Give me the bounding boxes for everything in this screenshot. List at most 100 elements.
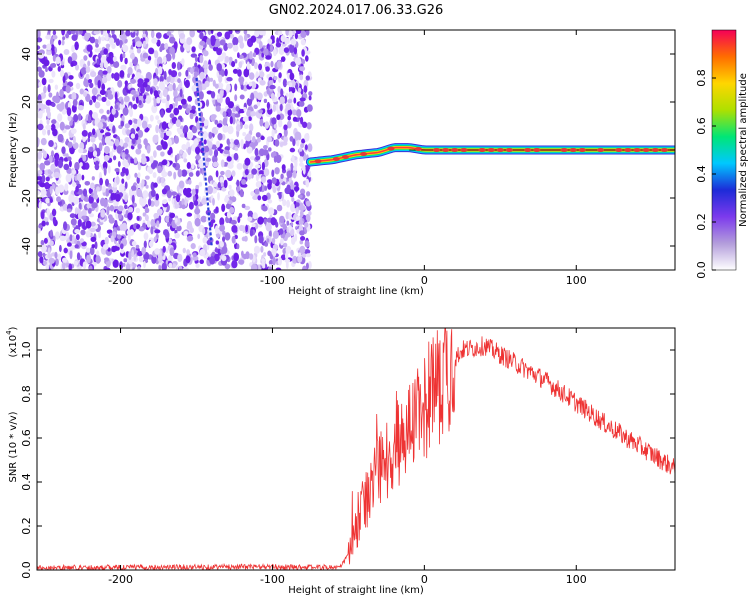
- noise-dot: [240, 139, 244, 148]
- noise-dot: [287, 109, 293, 116]
- noise-dot: [276, 204, 283, 212]
- noise-dot: [99, 177, 103, 186]
- noise-dot: [166, 31, 172, 36]
- noise-dot: [52, 183, 55, 190]
- noise-dot: [298, 202, 304, 209]
- noise-dot: [308, 170, 312, 178]
- noise-dot: [70, 218, 77, 226]
- noise-dot: [248, 72, 255, 80]
- colorbar-tick-label: 0.2: [695, 213, 708, 231]
- noise-dot: [272, 248, 277, 257]
- noise-dot: [303, 85, 308, 93]
- noise-dot: [150, 225, 154, 235]
- noise-dot: [46, 43, 52, 51]
- noise-dot: [270, 217, 277, 226]
- noise-dot: [290, 222, 294, 227]
- noise-dot: [142, 190, 149, 199]
- noise-dot: [278, 228, 284, 235]
- noise-dot: [169, 36, 176, 44]
- noise-dot: [143, 261, 146, 269]
- noise-dot: [278, 192, 282, 200]
- noise-dot: [182, 267, 189, 270]
- noise-dot: [37, 123, 44, 131]
- noise-dot: [167, 170, 173, 177]
- noise-dot: [100, 36, 106, 42]
- noise-dot: [162, 55, 167, 65]
- x-tick-label: -200: [108, 573, 133, 586]
- noise-dot: [210, 114, 217, 119]
- noise-dot: [243, 106, 247, 112]
- noise-dot: [48, 140, 54, 147]
- noise-dot: [294, 32, 298, 40]
- noise-dot: [207, 185, 213, 195]
- noise-dot: [121, 152, 125, 161]
- noise-dot: [130, 133, 135, 139]
- noise-dot: [237, 216, 241, 224]
- noise-dot: [133, 118, 138, 125]
- noise-dot: [288, 82, 293, 88]
- noise-dot: [137, 250, 143, 257]
- noise-dot: [217, 82, 224, 89]
- noise-dot: [55, 186, 60, 196]
- noise-dot: [99, 108, 104, 114]
- noise-dot: [86, 254, 90, 264]
- noise-dot: [125, 263, 131, 270]
- noise-dot: [106, 109, 110, 115]
- noise-dot: [108, 189, 113, 194]
- noise-dot: [215, 105, 221, 112]
- noise-dot: [197, 233, 201, 239]
- noise-dot: [62, 203, 68, 211]
- noise-dot: [94, 163, 100, 171]
- noise-dot: [186, 212, 193, 217]
- diagonal-streak: [195, 77, 213, 247]
- noise-dot: [158, 81, 165, 90]
- noise-dot: [45, 67, 48, 72]
- noise-dot: [153, 78, 158, 86]
- noise-dot: [258, 235, 264, 244]
- noise-dot: [236, 162, 243, 170]
- noise-dot: [159, 75, 164, 83]
- noise-dot: [61, 146, 66, 154]
- noise-dot: [304, 133, 310, 142]
- noise-dot: [280, 254, 287, 261]
- noise-dot: [191, 46, 196, 53]
- noise-dot: [191, 105, 196, 111]
- noise-dot: [263, 168, 270, 177]
- noise-dot: [214, 225, 219, 235]
- noise-dot: [253, 104, 258, 110]
- noise-dot: [145, 207, 150, 213]
- noise-dot: [117, 80, 123, 88]
- noise-dot: [176, 153, 180, 161]
- noise-dot: [76, 252, 81, 261]
- noise-dot: [136, 176, 140, 184]
- noise-dot: [132, 103, 138, 110]
- noise-dot: [122, 262, 126, 267]
- x-tick-label: 100: [566, 573, 587, 586]
- noise-dot: [207, 30, 212, 36]
- noise-dot: [305, 214, 311, 221]
- noise-dot: [219, 176, 224, 183]
- noise-dot: [96, 58, 100, 65]
- noise-dot: [43, 150, 47, 159]
- noise-dot: [76, 208, 81, 214]
- x-tick-label: 100: [566, 274, 587, 287]
- ridge-spot: [414, 147, 422, 151]
- noise-dot: [57, 133, 64, 143]
- noise-dot: [85, 73, 90, 80]
- noise-dot: [153, 90, 159, 97]
- noise-dot: [165, 53, 172, 62]
- noise-dot: [64, 125, 71, 130]
- noise-dot: [202, 35, 208, 41]
- noise-dot: [239, 94, 245, 100]
- noise-dot: [37, 30, 41, 38]
- noise-dot: [121, 178, 125, 184]
- noise-dot: [60, 101, 65, 110]
- noise-dot: [71, 92, 77, 101]
- noise-dot: [153, 98, 157, 107]
- noise-dot: [260, 135, 265, 141]
- noise-dot: [249, 161, 254, 168]
- noise-dot: [242, 116, 249, 122]
- noise-dot: [175, 194, 181, 203]
- noise-dot: [299, 74, 304, 81]
- noise-dot: [151, 104, 158, 114]
